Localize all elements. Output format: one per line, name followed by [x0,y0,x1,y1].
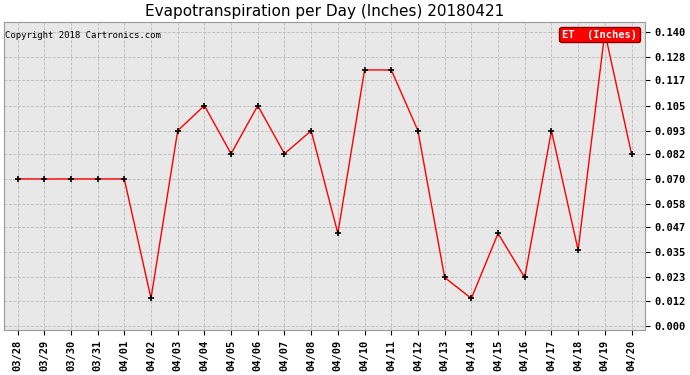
Text: Copyright 2018 Cartronics.com: Copyright 2018 Cartronics.com [5,31,161,40]
Title: Evapotranspiration per Day (Inches) 20180421: Evapotranspiration per Day (Inches) 2018… [145,4,504,19]
Legend: ET  (Inches): ET (Inches) [560,27,640,42]
